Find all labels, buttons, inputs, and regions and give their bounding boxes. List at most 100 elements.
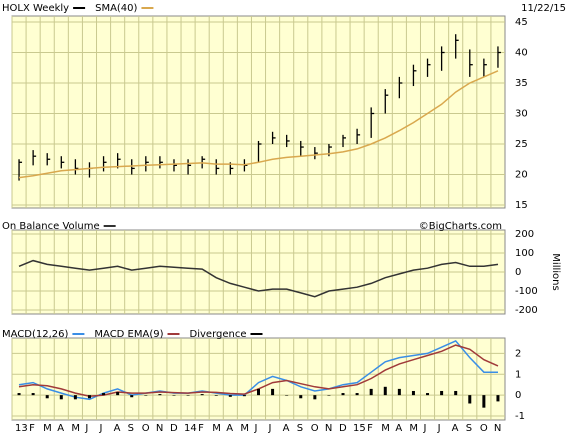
divergence-bar xyxy=(341,393,345,396)
divergence-bar xyxy=(242,395,246,397)
y-tick-label: -200 xyxy=(515,305,538,316)
x-tick-label: A xyxy=(114,423,121,434)
x-tick-label: J xyxy=(268,423,272,434)
x-tick-label: J xyxy=(253,423,257,434)
x-tick-label: O xyxy=(480,423,488,434)
x-tick-label: A xyxy=(452,423,459,434)
plot-area xyxy=(11,337,506,421)
x-tick-label: A xyxy=(226,423,233,434)
legend-label: On Balance Volume xyxy=(2,221,100,232)
divergence-bar xyxy=(271,388,275,396)
series-line xyxy=(18,70,499,179)
series-line xyxy=(18,259,499,298)
divergence-bar xyxy=(17,393,21,396)
x-tick-label: M xyxy=(71,423,80,434)
divergence-bar xyxy=(355,393,359,396)
x-tick-label: J xyxy=(99,423,103,434)
y-tick-label: 20 xyxy=(515,170,528,181)
divergence-bar xyxy=(130,395,134,398)
divergence-bar xyxy=(426,393,430,396)
x-tick-label: J xyxy=(84,423,88,434)
x-tick-label: M xyxy=(43,423,52,434)
legend-label: HOLX Weekly xyxy=(2,3,69,14)
y-tick-label: 15 xyxy=(515,200,528,211)
divergence-bar xyxy=(482,395,486,408)
x-tick-label: O xyxy=(311,423,319,434)
x-tick-label: F xyxy=(198,423,204,434)
divergence-bar xyxy=(214,395,218,396)
x-tick-label: N xyxy=(325,423,332,434)
plot-area xyxy=(11,15,506,209)
divergence-bar xyxy=(228,395,232,397)
divergence-bar xyxy=(59,395,63,400)
x-tick-label: S xyxy=(128,423,134,434)
y-tick-label: 25 xyxy=(515,139,528,150)
y-tick-label: 40 xyxy=(515,48,528,59)
divergence-bar xyxy=(73,395,77,400)
divergence-bar xyxy=(411,390,415,396)
x-tick-label: S xyxy=(297,423,303,434)
divergence-bar xyxy=(327,395,331,396)
divergence-bar xyxy=(31,393,35,396)
date-label: 11/22/15 xyxy=(521,3,566,14)
divergence-bar xyxy=(454,390,458,396)
y-tick-label: 100 xyxy=(515,248,534,259)
x-tick-label: F xyxy=(29,423,35,434)
x-tick-label: A xyxy=(283,423,290,434)
divergence-bar xyxy=(172,395,176,396)
x-tick-label: J xyxy=(422,423,426,434)
divergence-bar xyxy=(440,390,444,396)
divergence-bar xyxy=(116,392,120,396)
x-tick-label: O xyxy=(142,423,150,434)
divergence-bar xyxy=(257,388,260,396)
y-tick-label: 0 xyxy=(515,390,521,401)
x-tick-label: 13 xyxy=(15,423,28,434)
x-tick-label: M xyxy=(240,423,249,434)
x-tick-label: M xyxy=(381,423,390,434)
y-axis-label: Millions xyxy=(550,253,561,290)
y-tick-label: 2 xyxy=(515,348,521,359)
divergence-bar xyxy=(383,386,387,396)
x-tick-label: M xyxy=(409,423,418,434)
x-tick-label: N xyxy=(156,423,163,434)
y-tick-label: 30 xyxy=(515,109,528,120)
y-tick-label: -1 xyxy=(515,411,525,422)
y-tick-label: 1 xyxy=(515,369,521,380)
divergence-bar xyxy=(87,395,91,399)
divergence-bar xyxy=(102,393,106,396)
legend-label: MACD EMA(9) xyxy=(94,329,163,340)
y-tick-label: -100 xyxy=(515,286,538,297)
x-tick-label: J xyxy=(437,423,441,434)
divergence-bar xyxy=(369,388,373,396)
divergence-bar xyxy=(200,394,204,396)
x-tick-label: D xyxy=(339,423,347,434)
y-tick-label: 45 xyxy=(515,17,528,28)
y-tick-label: 200 xyxy=(515,229,534,240)
x-tick-label: S xyxy=(466,423,472,434)
x-tick-label: F xyxy=(367,423,373,434)
credit: ©BigCharts.com xyxy=(419,221,502,232)
legend-label: SMA(40) xyxy=(95,3,137,14)
x-tick-label: A xyxy=(395,423,402,434)
divergence-bar xyxy=(468,395,472,404)
divergence-bar xyxy=(186,395,190,396)
y-tick-label: 0 xyxy=(515,267,521,278)
divergence-bar xyxy=(397,388,401,396)
legend-label: Divergence xyxy=(190,329,247,340)
divergence-bar xyxy=(45,395,49,399)
x-tick-label: M xyxy=(212,423,221,434)
divergence-bar xyxy=(144,395,148,396)
legend-label: MACD(12,26) xyxy=(2,329,69,340)
x-tick-label: 14 xyxy=(184,423,197,434)
divergence-bar xyxy=(299,395,303,399)
y-tick-label: 35 xyxy=(515,78,528,89)
x-tick-label: D xyxy=(170,423,178,434)
divergence-bar xyxy=(285,395,289,396)
x-tick-label: A xyxy=(57,423,64,434)
divergence-bar xyxy=(313,395,317,400)
x-tick-label: N xyxy=(494,423,501,434)
divergence-bar xyxy=(496,395,500,402)
x-tick-label: 15 xyxy=(353,423,366,434)
divergence-bar xyxy=(158,394,162,396)
